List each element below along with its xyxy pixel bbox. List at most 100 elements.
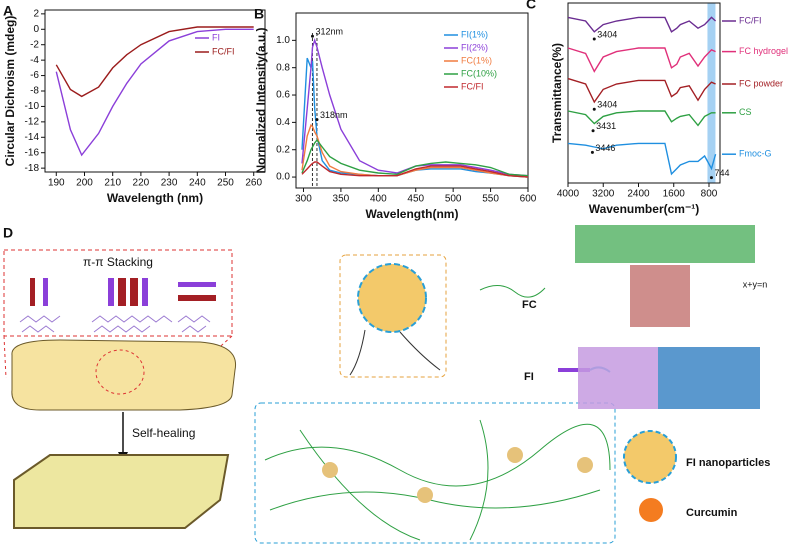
legend-label: Fmoc-G [739, 149, 772, 159]
nanoparticle [357, 263, 427, 333]
annotation-point [709, 176, 713, 180]
y-tick-label: -18 [25, 163, 40, 174]
series-line [567, 142, 717, 176]
annotation: 3404 [597, 29, 617, 39]
legend-label: FC(10%) [461, 68, 497, 78]
item-label: FI nanoparticles [686, 457, 770, 469]
panel-label: A [3, 3, 13, 19]
series-line [567, 16, 717, 33]
y-tick-label: -6 [30, 70, 39, 81]
y-tick-label: -2 [30, 39, 39, 50]
plot-frame [567, 2, 721, 184]
item-label: FI [524, 371, 534, 383]
y-axis-title: Transmittance(%) [550, 43, 564, 143]
chitosan-block [575, 225, 755, 263]
highlight-band [707, 3, 716, 183]
y-tick-label: 0.4 [276, 117, 290, 128]
panel-label: C [526, 0, 536, 12]
legend-label: FI [212, 32, 220, 42]
series-line [301, 38, 529, 177]
item-label: FC [522, 299, 537, 311]
panel-label: D [3, 225, 13, 241]
series-line [301, 161, 529, 178]
x-tick-label: 1600 [663, 189, 686, 200]
series-line [301, 138, 529, 177]
fc-icon [479, 285, 546, 298]
x-tick-label: 210 [104, 178, 121, 189]
y-tick-label: 0.6 [276, 90, 290, 101]
x-tick-label: 190 [48, 178, 65, 189]
series-line [567, 110, 716, 127]
annotation: 3431 [596, 121, 616, 131]
peptide-block [658, 347, 760, 409]
x-tick-label: 300 [295, 194, 312, 205]
y-tick-label: -10 [25, 101, 40, 112]
annotation-point [592, 107, 596, 111]
diagram: D π-π Stacking Self-healing FC FI FI nan… [3, 225, 770, 544]
fmoc-block [630, 265, 690, 327]
x-tick-label: 3200 [592, 189, 615, 200]
series-line [567, 77, 716, 104]
y-tick-label: 2 [33, 8, 39, 19]
x-axis-title: Wavelength(nm) [366, 207, 459, 221]
x-tick-label: 250 [217, 178, 234, 189]
y-tick-label: -12 [25, 116, 40, 127]
legend-label: FC hydrogel [739, 46, 788, 56]
hydrogel-block [11, 339, 237, 411]
y-tick-label: -14 [25, 132, 40, 143]
fi-nanoparticle-icon [623, 430, 677, 484]
legend-label: CS [739, 107, 752, 117]
legend-label: FC/FI [739, 15, 762, 25]
y-tick-label: 0.8 [276, 62, 290, 73]
stacking-icons [30, 278, 216, 306]
series-line [55, 26, 254, 98]
y-tick-label: -4 [30, 55, 39, 66]
x-tick-label: 2400 [627, 189, 650, 200]
annotation: 744 [714, 168, 729, 178]
panel-label: B [254, 6, 264, 22]
x-tick-label: 350 [333, 194, 350, 205]
x-tick-label: 400 [370, 194, 387, 205]
x-tick-label: 240 [189, 178, 206, 189]
plot-frame [295, 12, 529, 189]
legend-label: FI(2%) [461, 42, 488, 52]
y-tick-label: -16 [25, 147, 40, 158]
x-tick-label: 200 [76, 178, 93, 189]
self-healing-label: Self-healing [132, 426, 195, 440]
y-tick-label: 0 [33, 24, 39, 35]
healed-block [13, 454, 230, 529]
stacking-title: π-π Stacking [83, 255, 153, 269]
x-axis-title: Wavelength (nm) [107, 191, 203, 205]
x-tick-label: 230 [161, 178, 178, 189]
annotation: 318nm [320, 110, 348, 120]
annotation: 312nm [315, 27, 343, 37]
curcumin-icon [639, 498, 663, 522]
x-axis-title: Wavenumber(cm⁻¹) [589, 202, 700, 216]
legend-label: FC(1%) [461, 55, 492, 65]
annotation-point [591, 129, 595, 133]
x-tick-label: 220 [133, 178, 150, 189]
legend-label: FC powder [739, 78, 783, 88]
x-tick-label: 450 [407, 194, 424, 205]
x-tick-label: 550 [482, 194, 499, 205]
x-tick-label: 500 [445, 194, 462, 205]
annotation-point [315, 118, 319, 122]
formula-note: x+y=n [743, 279, 768, 289]
annotation-point [310, 34, 314, 38]
legend-label: FC/FI [212, 46, 235, 56]
x-tick-label: 800 [701, 189, 718, 200]
y-tick-label: -8 [30, 86, 39, 97]
annotation: 3404 [597, 100, 617, 110]
fmoc-peptide-block [578, 347, 658, 409]
series-line [55, 28, 254, 157]
network-box [254, 402, 616, 544]
y-tick-label: 0.0 [276, 172, 290, 183]
y-axis-title: Normalized Intensity(a.u.) [254, 27, 268, 173]
y-tick-label: 0.2 [276, 144, 290, 155]
x-tick-label: 260 [245, 178, 262, 189]
series-line [567, 47, 716, 73]
x-tick-label: 4000 [557, 189, 580, 200]
annotation-point [590, 150, 594, 154]
item-label: Curcumin [686, 507, 738, 519]
